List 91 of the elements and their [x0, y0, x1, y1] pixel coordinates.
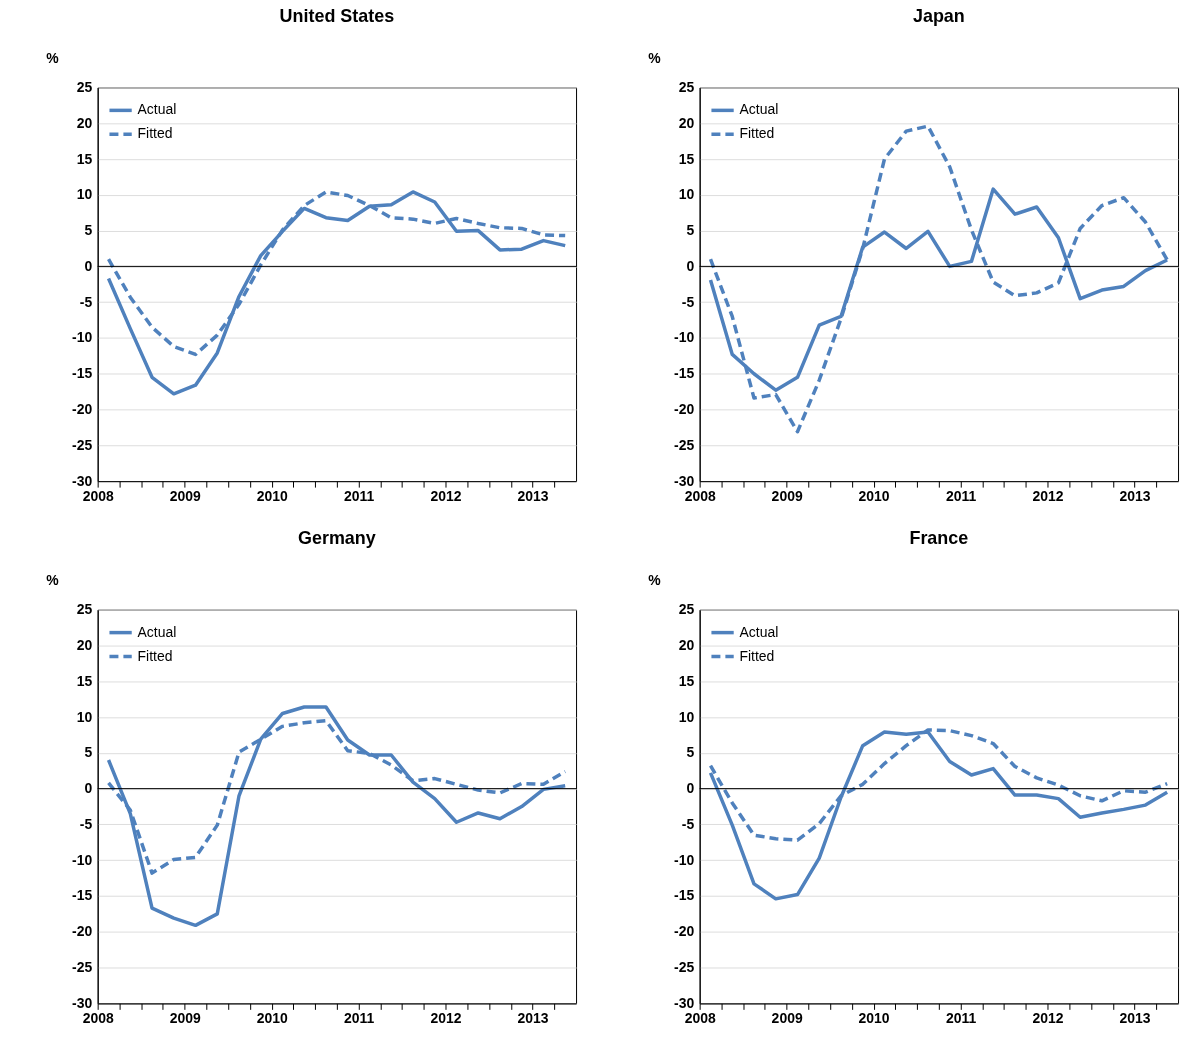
- x-tick-label: 2008: [684, 1009, 716, 1026]
- x-tick-label: 2013: [1119, 487, 1151, 504]
- x-tick-label: 2010: [256, 487, 288, 504]
- y-tick-label: 10: [678, 708, 695, 725]
- y-tick-label: -30: [72, 994, 93, 1011]
- x-tick-label: 2008: [82, 1009, 114, 1026]
- line-series: [106, 190, 567, 396]
- x-tick-label: 2008: [82, 487, 114, 504]
- x-tick-label: 2011: [945, 1009, 977, 1026]
- y-tick-label: -5: [79, 293, 93, 310]
- y-tick-label: 10: [76, 186, 93, 203]
- y-tick-label: 25: [76, 601, 93, 618]
- y-tick-label: 20: [76, 636, 93, 653]
- y-axis-title: %: [46, 50, 60, 67]
- y-axis-title: %: [46, 572, 60, 589]
- x-tick-label: 2012: [430, 1009, 462, 1026]
- y-tick-label: 25: [76, 78, 93, 95]
- y-tick-label: 15: [678, 150, 695, 167]
- x-tick-label: 2012: [1032, 1009, 1064, 1026]
- y-tick-label: -10: [72, 851, 93, 868]
- x-tick-label: 2010: [858, 487, 890, 504]
- x-tick-label: 2008: [684, 487, 716, 504]
- chart-title: Germany: [298, 527, 376, 548]
- y-tick-label: -15: [72, 365, 93, 382]
- x-tick-label: 2010: [256, 1009, 288, 1026]
- x-tick-label: 2013: [517, 1009, 549, 1026]
- chart-title: United States: [279, 5, 395, 26]
- y-tick-label: 5: [686, 222, 695, 239]
- y-tick-label: -5: [681, 293, 695, 310]
- y-tick-label: 20: [678, 114, 695, 131]
- y-tick-label: 10: [678, 186, 695, 203]
- y-tick-label: -25: [72, 436, 93, 453]
- x-tick-label: 2011: [343, 1009, 375, 1026]
- line-series: [708, 730, 1169, 901]
- y-axis-title: %: [648, 572, 662, 589]
- x-tick-label: 2012: [1032, 487, 1064, 504]
- y-tick-label: 20: [678, 636, 695, 653]
- y-tick-label: -5: [79, 815, 93, 832]
- y-tick-label: 15: [76, 150, 93, 167]
- x-tick-label: 2011: [343, 487, 375, 504]
- y-tick-label: -10: [674, 851, 695, 868]
- y-tick-label: 0: [84, 780, 93, 797]
- legend-label: Fitted: [739, 647, 775, 664]
- x-tick-label: 2009: [169, 1009, 201, 1026]
- y-tick-label: -25: [72, 959, 93, 976]
- y-tick-label: -30: [674, 994, 695, 1011]
- y-tick-label: -25: [674, 959, 695, 976]
- legend-label: Fitted: [739, 125, 775, 142]
- y-tick-label: -5: [681, 815, 695, 832]
- y-tick-label: 0: [686, 780, 695, 797]
- x-tick-label: 2010: [858, 1009, 890, 1026]
- y-tick-label: -15: [72, 887, 93, 904]
- y-tick-label: -20: [674, 401, 695, 418]
- y-tick-label: -20: [72, 923, 93, 940]
- x-tick-label: 2009: [771, 487, 803, 504]
- x-tick-label: 2013: [517, 487, 549, 504]
- y-tick-label: 0: [686, 257, 695, 274]
- legend-label: Actual: [137, 101, 177, 118]
- y-tick-label: 5: [84, 222, 93, 239]
- y-tick-label: -10: [674, 329, 695, 346]
- y-tick-label: 5: [686, 744, 695, 761]
- y-axis-title: %: [648, 50, 662, 67]
- y-tick-label: 0: [84, 257, 93, 274]
- line-series: [106, 705, 567, 928]
- y-tick-label: 20: [76, 114, 93, 131]
- y-tick-label: 15: [678, 672, 695, 689]
- x-tick-label: 2011: [945, 487, 977, 504]
- y-tick-label: -20: [72, 401, 93, 418]
- y-tick-label: 5: [84, 744, 93, 761]
- legend-label: Fitted: [137, 647, 173, 664]
- legend-label: Actual: [137, 623, 177, 640]
- y-tick-label: -15: [674, 887, 695, 904]
- legend-label: Fitted: [137, 125, 173, 142]
- chart-title: France: [909, 527, 969, 548]
- y-tick-label: -25: [674, 436, 695, 453]
- chart-title: Japan: [912, 5, 965, 26]
- y-tick-label: -20: [674, 923, 695, 940]
- y-tick-label: 10: [76, 708, 93, 725]
- x-tick-label: 2012: [430, 487, 462, 504]
- y-tick-label: -10: [72, 329, 93, 346]
- y-tick-label: -30: [674, 472, 695, 489]
- y-tick-label: -30: [72, 472, 93, 489]
- y-tick-label: 25: [678, 78, 695, 95]
- legend-label: Actual: [739, 623, 779, 640]
- x-tick-label: 2013: [1119, 1009, 1151, 1026]
- y-tick-label: -15: [674, 365, 695, 382]
- y-tick-label: 25: [678, 601, 695, 618]
- y-tick-label: 15: [76, 672, 93, 689]
- x-tick-label: 2009: [771, 1009, 803, 1026]
- legend-label: Actual: [739, 101, 779, 118]
- x-tick-label: 2009: [169, 487, 201, 504]
